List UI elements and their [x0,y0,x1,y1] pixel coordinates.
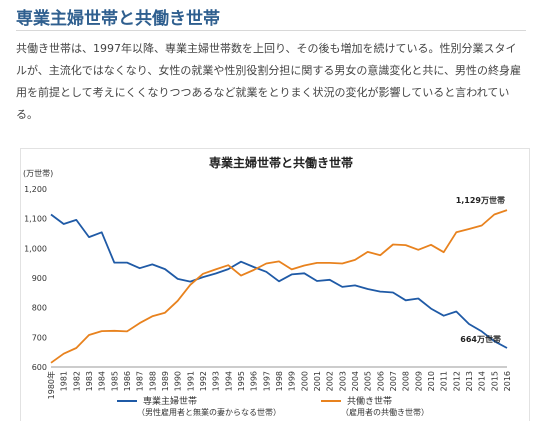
x-tick-label: 2008 [402,371,411,391]
y-tick-label: 700 [32,333,47,342]
intro-paragraph: 共働き世帯は、1997年以降、専業主婦世帯数を上回り、その後も増加を続けている。… [16,42,522,121]
y-tick-label: 800 [32,304,47,313]
x-tick-label: 1992 [199,371,208,391]
x-tick-label: 2007 [389,371,398,391]
x-tick-label: 2015 [490,371,499,391]
x-tick-label: 1998 [275,371,284,391]
x-tick-label: 2014 [478,371,487,391]
x-tick-label: 1996 [250,371,259,391]
x-tick-label: 1990 [174,371,183,391]
x-tick-label: 2006 [376,371,385,391]
y-tick-label: 900 [32,274,47,283]
x-tick-label: 1982 [72,371,81,391]
y-axis-ticks: 600 700 800 900 1,000 1,100 1,200 [24,185,47,372]
x-tick-label: 1987 [136,371,145,391]
heading-divider [16,30,526,31]
y-tick-label: 600 [32,363,47,372]
data-annotations: 1,129万世帯 664万世帯 [456,195,505,344]
housewife-end-label: 664万世帯 [460,334,501,344]
chart-legend: 専業主婦世帯（男性雇用者と無業の妻からなる世帯） 共働き世帯（雇用者の共働き世帯） [117,395,429,417]
y-tick-label: 1,200 [24,185,47,194]
dual-income-end-label: 1,129万世帯 [456,195,505,205]
x-tick-label: 1984 [98,371,107,391]
x-tick-label: 1980年 [46,371,56,399]
legend-label-1: 共働き世帯 [347,395,392,407]
legend-sublabel-0: （男性雇用者と無業の妻からなる世帯） [137,407,281,417]
x-tick-label: 2013 [465,371,474,391]
x-tick-label: 1999 [288,371,297,391]
legend-sublabel-1: （雇用者の共働き世帯） [341,407,429,417]
household-line-chart: 専業主婦世帯と共働き世帯 (万世帯) 600 700 800 900 1,000 1,10… [23,155,512,417]
x-tick-label: 2016 [503,371,512,391]
x-tick-label: 1993 [212,371,221,391]
x-tick-label: 2002 [326,371,335,391]
chart-title: 専業主婦世帯と共働き世帯 [209,155,353,170]
page-heading: 専業主婦世帯と共働き世帯 [16,9,220,29]
series-lines [50,209,508,364]
x-tick-label: 1994 [224,371,233,391]
legend-label-0: 専業主婦世帯 [143,395,197,407]
x-tick-label: 2005 [364,371,373,391]
x-tick-label: 1989 [161,371,170,391]
x-tick-label: 1995 [237,371,246,391]
x-tick-label: 1986 [123,371,132,391]
x-tick-label: 1981 [60,371,69,391]
x-tick-label: 2011 [440,371,449,391]
y-axis-unit: (万世帯) [23,168,53,178]
x-tick-label: 1991 [186,371,195,391]
y-tick-label: 1,100 [24,215,47,224]
series-line-housewife [50,213,508,349]
x-tick-label: 1985 [110,371,119,391]
x-tick-label: 2012 [452,371,461,391]
x-tick-label: 2000 [300,371,309,391]
x-tick-label: 1988 [148,371,157,391]
x-tick-label: 1983 [85,371,94,391]
y-tick-label: 1,000 [24,244,47,253]
x-tick-label: 2010 [427,371,436,391]
x-tick-label: 2009 [414,371,423,391]
x-tick-label: 1997 [262,371,271,391]
x-tick-label: 2001 [313,371,322,391]
series-line-dual-income [50,209,508,364]
x-tick-label: 2003 [338,371,347,391]
chart-container: 専業主婦世帯と共働き世帯 (万世帯) 600 700 800 900 1,000 1,10… [20,148,530,421]
x-tick-label: 2004 [351,371,360,391]
x-axis-ticks: 1980年 1981 1982 1983 1984 1985 1986 1987 1988 198… [46,371,512,399]
